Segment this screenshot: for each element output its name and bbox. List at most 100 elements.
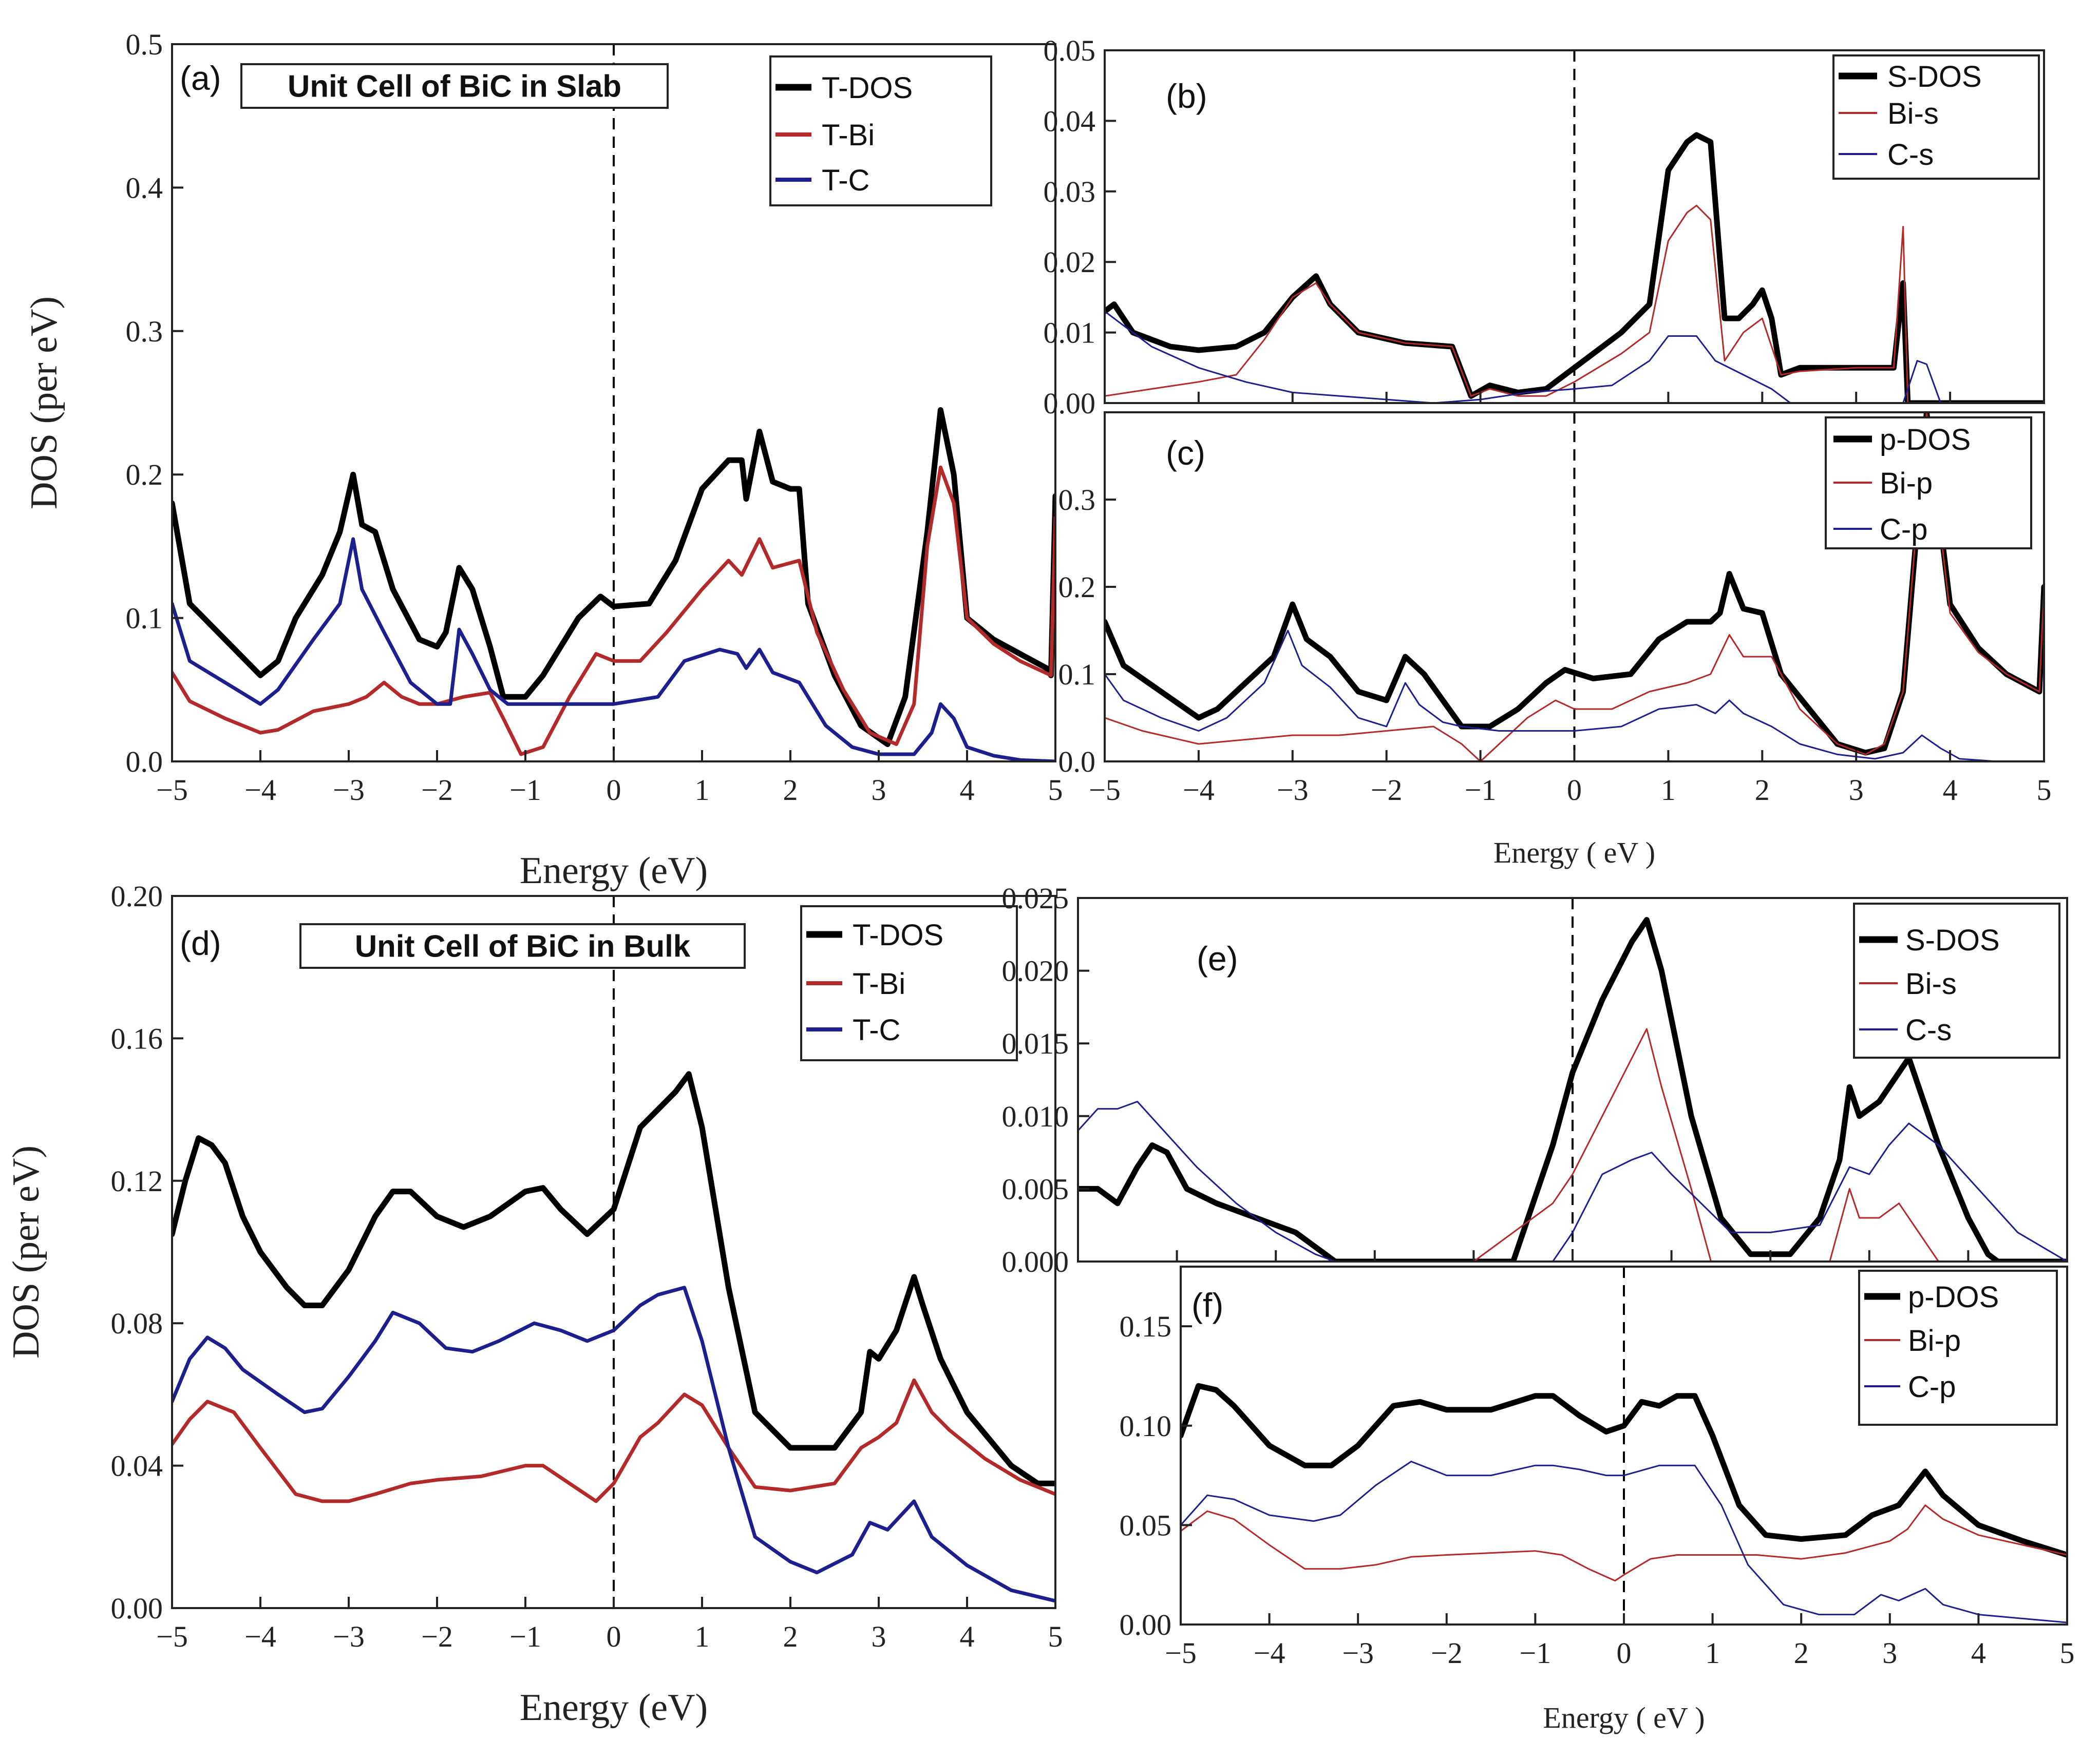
series-line-t-c — [172, 1286, 1055, 1603]
x-tick-label: −3 — [333, 773, 365, 807]
y-tick-label: 0.10 — [1120, 1409, 1172, 1443]
x-tick-label: −3 — [1342, 1636, 1374, 1670]
panel-f: 0.00 0.05 0.10 0.15 −5 −4 −3 −2 −1 0 1 2 3 4 5 Energy (… — [1120, 1266, 2075, 1734]
series-line-t-bi — [172, 1378, 1055, 1503]
legend-label-s-dos: S-DOS — [1905, 924, 2000, 957]
legend-label-t-dos: T-DOS — [853, 919, 943, 952]
series-group — [1181, 1383, 2067, 1623]
series-line-s-dos — [1105, 132, 2044, 403]
x-tick-label: 4 — [1943, 773, 1958, 807]
legend-label-t-dos: T-DOS — [822, 71, 913, 105]
series-line-t-dos — [172, 407, 1055, 747]
series-group — [1105, 132, 2044, 403]
x-axis-title: Energy (eV) — [520, 1687, 708, 1729]
y-tick-label: 0.000 — [1002, 1245, 1069, 1278]
x-tick-label: −1 — [1520, 1636, 1552, 1670]
x-tick-label: −3 — [1277, 773, 1309, 807]
x-tick-label: −2 — [421, 1620, 453, 1653]
x-tick-label: −5 — [1089, 773, 1121, 807]
panel-title: Unit Cell of BiC in Slab — [288, 69, 621, 104]
x-tick-label: 1 — [695, 773, 710, 807]
x-tick-label: 1 — [1705, 1636, 1720, 1670]
legend-label-p-dos: p-DOS — [1908, 1281, 1999, 1314]
panel-title: Unit Cell of BiC in Bulk — [355, 929, 691, 964]
x-tick-label: 0 — [607, 1620, 621, 1653]
panel-label: (a) — [180, 59, 221, 97]
x-axis-title: Energy ( eV ) — [1493, 836, 1655, 869]
legend: p-DOS Bi-p C-p — [1858, 1270, 2058, 1426]
y-tick-label: 0.025 — [1002, 882, 1069, 915]
y-tick-label: 0.1 — [126, 602, 163, 635]
x-tick-label: 3 — [872, 1620, 886, 1653]
panel-b: 0.00 0.01 0.02 0.03 0.04 0.05 (b) S-DOS Bi-s C-s — [1044, 34, 2045, 420]
x-tick-label: 1 — [695, 1620, 710, 1653]
y-tick-label: 0.04 — [111, 1449, 163, 1483]
panel-label: (d) — [180, 924, 221, 962]
x-tick-label: 0 — [1567, 773, 1582, 807]
x-tick-label: −4 — [1183, 773, 1215, 807]
x-tick-label: −2 — [421, 773, 453, 807]
title-box — [299, 923, 746, 969]
panel-c: 0.0 0.1 0.2 0.3 −5 −4 −3 −2 −1 0 1 2 3 4 5 Energy ( eV … — [1058, 411, 2052, 869]
x-tick-label: 3 — [872, 773, 886, 807]
x-tick-label: −5 — [156, 773, 188, 807]
y-tick-label: 0.3 — [126, 315, 163, 348]
y-tick-label: 0.020 — [1002, 954, 1069, 988]
y-tick-label: 0.03 — [1044, 175, 1096, 208]
y-tick-label: 0.16 — [111, 1022, 163, 1055]
x-tick-label: 1 — [1661, 773, 1676, 807]
x-tick-label: 3 — [1882, 1636, 1897, 1670]
x-tick-label: −1 — [1465, 773, 1497, 807]
y-tick-label: 0.20 — [111, 880, 163, 913]
x-tick-label: −5 — [156, 1620, 188, 1653]
x-tick-label: −1 — [509, 773, 541, 807]
legend: S-DOS Bi-s C-s — [1853, 903, 2060, 1059]
y-tick-label: 0.15 — [1120, 1310, 1172, 1343]
x-axis-title: Energy ( eV ) — [1543, 1701, 1705, 1734]
legend: p-DOS Bi-p C-p — [1825, 416, 2032, 549]
legend-label-p-dos: p-DOS — [1880, 423, 1971, 456]
legend: T-DOS T-Bi T-C — [769, 55, 992, 206]
y-tick-label: 0.0 — [1058, 745, 1096, 778]
x-tick-label: 5 — [1048, 1620, 1063, 1653]
legend-label-bi-p: Bi-p — [1880, 467, 1933, 500]
x-tick-label: −2 — [1431, 1636, 1463, 1670]
title-box — [240, 63, 669, 109]
x-tick-label: −1 — [509, 1620, 541, 1653]
legend-label-t-c: T-C — [853, 1014, 900, 1047]
y-tick-label: 0.2 — [1058, 570, 1096, 604]
legend-label-bi-s: Bi-s — [1887, 97, 1939, 130]
y-tick-label: 0.05 — [1120, 1508, 1172, 1542]
y-tick-label: 0.3 — [1058, 483, 1096, 517]
y-tick-label: 0.00 — [1044, 387, 1096, 420]
panel-label: (b) — [1166, 77, 1207, 115]
legend-label-c-p: C-p — [1908, 1370, 1956, 1404]
y-tick-label: 0.5 — [126, 28, 163, 61]
x-tick-label: −5 — [1165, 1636, 1197, 1670]
x-tick-label: 4 — [1971, 1636, 1986, 1670]
legend-label-c-s: C-s — [1887, 138, 1934, 171]
legend-box — [1853, 903, 2060, 1059]
legend-label-bi-p: Bi-p — [1908, 1324, 1961, 1358]
x-tick-label: −4 — [244, 773, 276, 807]
series-line-bi-s — [1472, 1028, 2067, 1262]
x-axis-title: Energy (eV) — [520, 850, 708, 892]
panel-a: 0.0 0.1 0.2 0.3 0.4 0.5 −5 −4 −3 −2 −1 0 1 2 3 4 5 Energy… — [23, 28, 1063, 892]
panel-label: (c) — [1166, 434, 1205, 472]
x-tick-label: 5 — [2060, 1636, 2075, 1670]
x-tick-label: −4 — [244, 1620, 276, 1653]
series-line-t-c — [172, 537, 1055, 761]
x-tick-label: −2 — [1371, 773, 1403, 807]
legend-label-t-bi: T-Bi — [822, 119, 875, 152]
y-tick-label: 0.00 — [111, 1592, 163, 1625]
x-tick-label: 5 — [1048, 773, 1063, 807]
panel-label: (f) — [1191, 1286, 1223, 1324]
y-tick-label: 0.005 — [1002, 1172, 1069, 1206]
y-tick-label: 0.04 — [1044, 104, 1096, 138]
legend-label-bi-s: Bi-s — [1905, 967, 1957, 1001]
legend-label-s-dos: S-DOS — [1887, 60, 1982, 93]
series-group — [172, 1071, 1055, 1603]
y-axis-title: DOS (per eV) — [5, 1145, 47, 1359]
